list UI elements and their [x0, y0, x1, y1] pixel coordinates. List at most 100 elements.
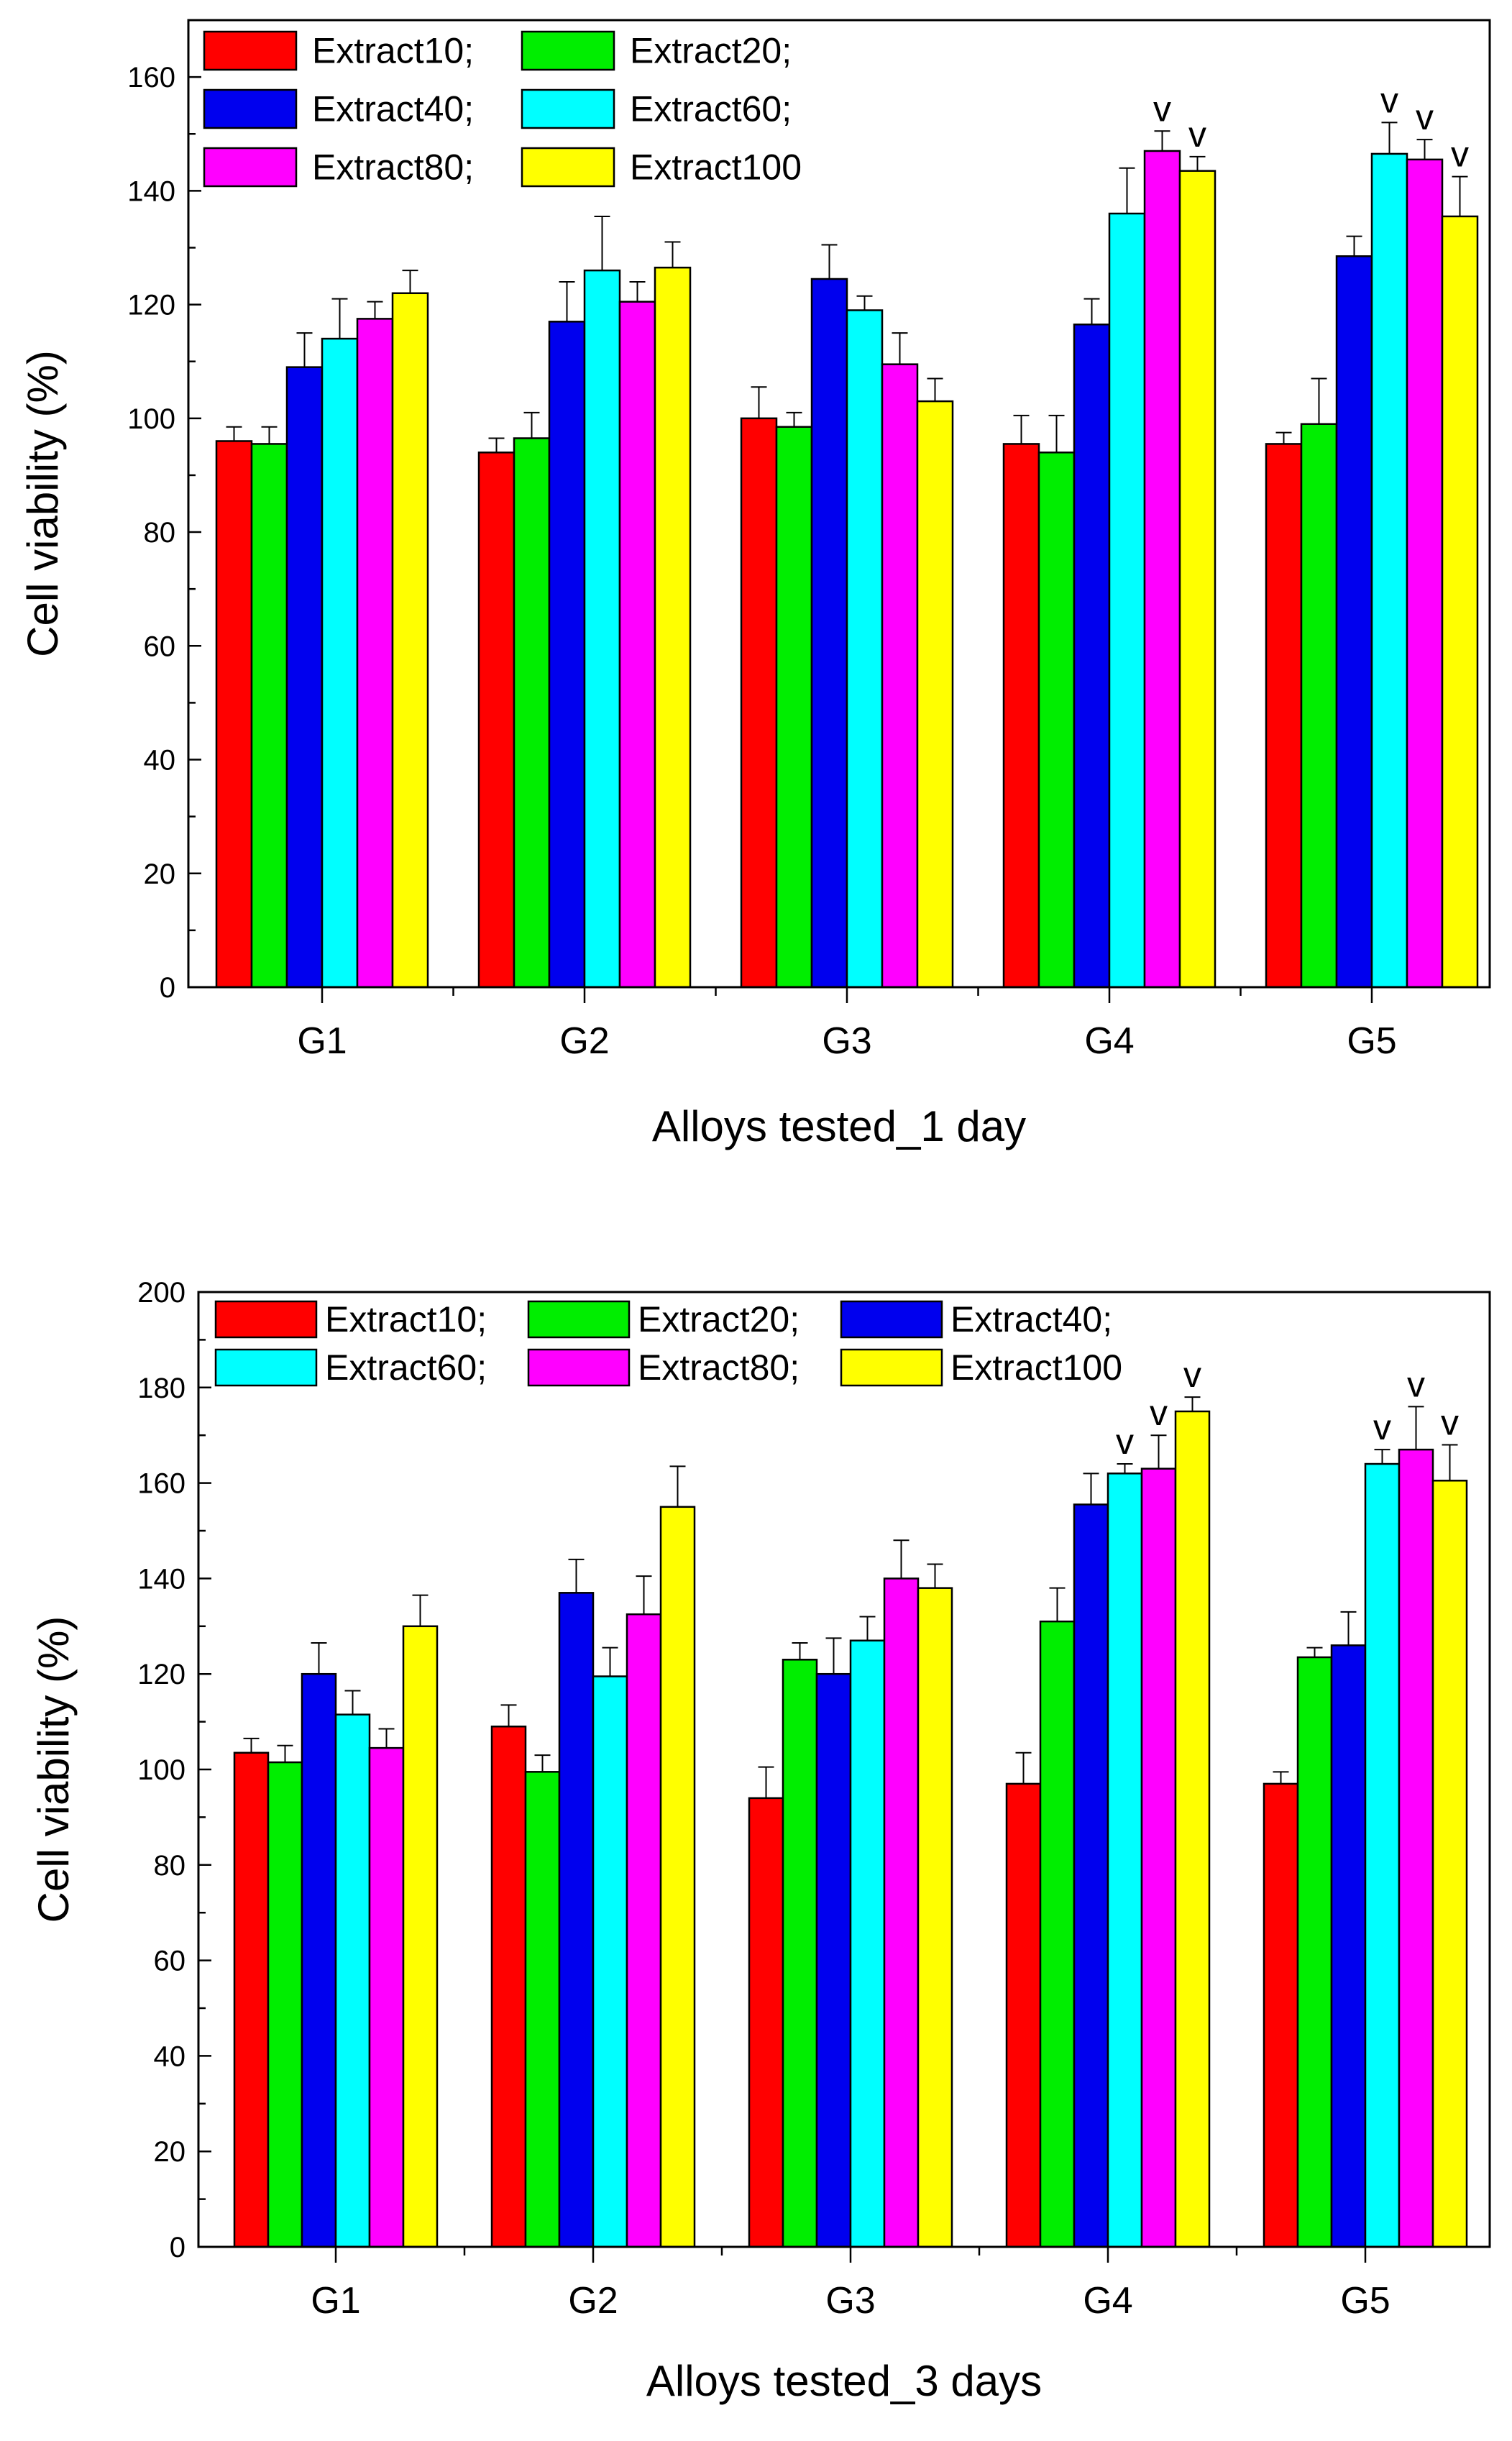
legend-swatch	[527, 1300, 631, 1339]
y-tick-label: 100	[127, 403, 175, 435]
y-tick-label: 140	[137, 1563, 185, 1595]
legend-swatch	[840, 1300, 943, 1339]
bar	[883, 1577, 920, 2248]
bar	[1002, 443, 1040, 989]
bar	[846, 309, 884, 989]
x-tick-label: G3	[822, 1020, 871, 1062]
y-tick-label: 40	[154, 2041, 186, 2072]
legend-swatch	[527, 1348, 631, 1387]
bar	[368, 1746, 405, 2248]
x-tick-label: G3	[825, 2280, 875, 2322]
bar	[1265, 443, 1303, 989]
bar	[250, 443, 288, 989]
legend-swatch	[203, 88, 298, 129]
significance-mark: v	[1153, 88, 1171, 129]
legend-label: Extract20;	[638, 1299, 799, 1339]
bar	[1039, 1620, 1076, 2248]
bar	[1335, 255, 1373, 989]
y-tick-label: 180	[137, 1373, 185, 1404]
significance-mark: v	[1407, 1364, 1425, 1404]
significance-mark: v	[1373, 1407, 1391, 1447]
y-tick-label: 60	[144, 631, 176, 662]
x-tick-label: G2	[568, 2280, 618, 2322]
bar	[1140, 1467, 1177, 2248]
bar	[1431, 1480, 1468, 2248]
bar	[1108, 212, 1146, 989]
plot-frame	[187, 19, 1491, 989]
y-tick-label: 80	[154, 1850, 186, 1882]
bar	[810, 278, 848, 989]
y-axis-label: Cell viability (%)	[29, 1616, 78, 1923]
legend-swatch	[203, 147, 298, 188]
x-tick-label: G4	[1083, 2280, 1132, 2322]
y-tick-label: 120	[127, 290, 175, 321]
y-tick-label: 80	[144, 517, 176, 549]
bar	[881, 363, 919, 989]
bar	[233, 1751, 270, 2248]
bar	[1037, 452, 1076, 989]
significance-mark: v	[1416, 97, 1434, 137]
bar	[748, 1797, 784, 2248]
legend-label: Extract10;	[312, 31, 474, 71]
y-tick-label: 160	[137, 1468, 185, 1500]
bar	[583, 269, 621, 989]
legend-swatch	[214, 1300, 318, 1339]
significance-mark: v	[1150, 1393, 1168, 1433]
x-tick-label: G5	[1347, 1020, 1396, 1062]
significance-mark: v	[1441, 1402, 1459, 1442]
legend-swatch	[521, 147, 615, 188]
legend-swatch	[214, 1348, 318, 1387]
bar	[1370, 152, 1408, 989]
bar	[1143, 150, 1181, 989]
legend-label: Extract80;	[312, 147, 474, 188]
y-tick-label: 120	[137, 1659, 185, 1690]
y-axis-label: Cell viability (%)	[19, 350, 67, 657]
y-tick-label: 0	[160, 972, 175, 1004]
bar	[654, 266, 692, 989]
bar	[916, 400, 954, 989]
y-tick-label: 60	[154, 1946, 186, 1977]
bar	[1300, 423, 1338, 989]
legend-label: Extract80;	[638, 1347, 799, 1388]
legend-swatch	[203, 30, 298, 71]
bar	[775, 426, 813, 989]
legend-label: Extract100	[630, 147, 802, 188]
bar	[356, 318, 394, 989]
bar	[1073, 324, 1111, 989]
bar	[285, 366, 324, 989]
legend: Extract10; Extract20; Extract40; Extract60;…	[203, 30, 802, 188]
bar	[626, 1613, 662, 2248]
x-axis-label: Alloys tested_1 day	[652, 1102, 1026, 1150]
y-tick-label: 20	[154, 2136, 186, 2168]
bar	[490, 1725, 527, 2248]
x-tick-label: G1	[311, 2280, 360, 2322]
bar	[1441, 215, 1479, 989]
y-tick-label: 140	[127, 175, 175, 207]
bar	[659, 1506, 696, 2248]
bar	[215, 440, 253, 989]
x-tick-label: G5	[1340, 2280, 1390, 2322]
bar	[1263, 1782, 1299, 2248]
bar	[740, 417, 778, 989]
y-tick-label: 40	[144, 745, 176, 777]
legend-label: Extract40;	[312, 89, 474, 129]
x-tick-label: G1	[297, 1020, 347, 1062]
bar	[402, 1625, 439, 2248]
legend-label: Extract20;	[630, 31, 792, 71]
bar	[1330, 1644, 1367, 2248]
x-tick-label: G4	[1084, 1020, 1134, 1062]
significance-mark: v	[1380, 80, 1398, 120]
legend-label: Extract10;	[325, 1299, 487, 1339]
legend-label: Extract40;	[950, 1299, 1112, 1339]
y-tick-label: 160	[127, 62, 175, 93]
bar	[548, 321, 586, 989]
legend-swatch	[840, 1348, 943, 1387]
bar	[1398, 1448, 1434, 2248]
bar	[524, 1771, 561, 2248]
x-tick-label: G2	[559, 1020, 609, 1062]
y-tick-label: 20	[144, 858, 176, 890]
bar	[592, 1675, 628, 2248]
bar	[618, 301, 656, 989]
bar	[815, 1672, 852, 2248]
